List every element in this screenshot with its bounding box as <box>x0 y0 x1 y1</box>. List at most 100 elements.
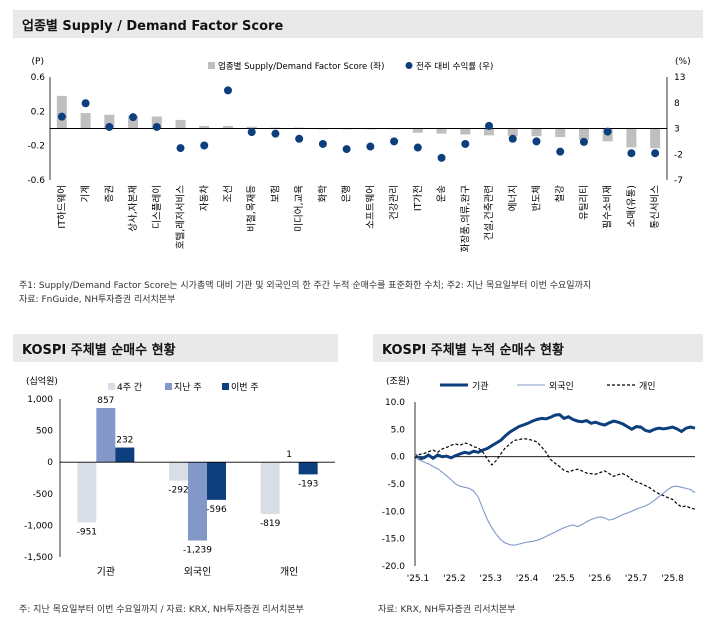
bar-value-label: 857 <box>97 396 114 406</box>
y-tick-label: 5.0 <box>391 425 406 435</box>
category-label: 자동차 <box>198 185 210 211</box>
category-label: 미디어,교육 <box>294 185 305 232</box>
right-tick-label: 8 <box>674 99 680 109</box>
bar-value-label: -951 <box>77 527 97 537</box>
series-line-개인 <box>414 437 696 510</box>
return-dot <box>508 134 517 143</box>
category-label: 호텔,레저서비스 <box>175 185 187 249</box>
category-label: 필수소비재 <box>602 185 614 229</box>
category-label: 은행 <box>341 185 353 202</box>
category-label: 화학 <box>318 185 329 203</box>
return-dot <box>176 144 185 153</box>
score-bar <box>222 125 233 129</box>
y-tick-label: -10.0 <box>382 507 406 517</box>
y-tick-label: 1,000 <box>27 395 53 405</box>
category-label: 통신서비스 <box>650 185 661 229</box>
x-tick-label: '25.3 <box>479 574 502 584</box>
return-dot <box>223 86 232 95</box>
score-bar <box>507 128 518 137</box>
y-tick-label: 10.0 <box>385 398 405 408</box>
score-bar <box>436 128 447 134</box>
return-dot <box>318 139 327 148</box>
x-tick-label: '25.2 <box>443 574 466 584</box>
category-label: 조선 <box>223 185 234 202</box>
category-label: 운송 <box>437 185 448 203</box>
category-label: 소프트웨어 <box>364 185 376 229</box>
legend-dot-label: 전주 대비 수익률 (우) <box>416 61 493 72</box>
legend-label: 기관 <box>472 381 489 392</box>
score-bar <box>56 95 67 129</box>
y-axis-unit: (조원) <box>386 376 410 387</box>
net-buy-title: KOSPI 주체별 순매수 현황 <box>13 334 338 362</box>
category-label: 건설,건축관련 <box>484 185 495 240</box>
return-dot <box>200 141 209 150</box>
category-label: 건강관리 <box>389 185 400 220</box>
legend-label: 4주 간 <box>117 382 142 393</box>
category-label: 비철,목재등 <box>247 185 258 232</box>
return-dot <box>461 139 470 148</box>
category-label: 기계 <box>80 185 92 202</box>
legend-label: 외국인 <box>549 380 574 392</box>
return-dot <box>295 134 304 143</box>
legend-dot-swatch <box>405 62 413 69</box>
score-bar <box>128 115 139 129</box>
series-line-기관 <box>414 413 696 461</box>
return-dot <box>627 149 636 158</box>
category-label: 철강 <box>555 185 566 203</box>
return-dot <box>556 147 565 156</box>
right-tick-label: -2 <box>674 150 683 160</box>
legend-swatch <box>165 383 172 390</box>
score-bar <box>412 128 423 133</box>
sector-score-footnote: 주1: Supply/Demand Factor Score는 시가총액 대비 … <box>19 281 592 291</box>
return-dot <box>247 128 256 137</box>
sector-score-chart: (P) (%) 0.6 0.2 -0.2 -0.6 13 8 3 -2 -7 IT하드웨어 기계 증권 상사… <box>27 57 691 252</box>
category-label: 유틸리티 <box>578 185 590 220</box>
left-axis-unit: (P) <box>32 57 44 67</box>
bar-value-label: -1,239 <box>183 546 212 556</box>
left-tick-label: -0.6 <box>27 176 45 186</box>
return-dot <box>579 137 588 146</box>
category-label: 에너지 <box>508 185 519 211</box>
category-label: 개인 <box>280 566 298 578</box>
score-bar <box>246 126 257 129</box>
return-dot <box>129 113 138 122</box>
score-bar <box>151 116 162 129</box>
category-label: 외국인 <box>184 566 212 578</box>
bar-value-label: 1 <box>286 450 292 460</box>
category-label: 기관 <box>97 566 115 578</box>
category-label: IT하드웨어 <box>56 185 68 229</box>
y-tick-label: -5.0 <box>387 480 405 490</box>
return-dot <box>390 137 399 146</box>
bar-value-label: 232 <box>116 436 133 446</box>
y-tick-label: -20.0 <box>382 562 406 572</box>
bar-value-label: -193 <box>298 479 318 489</box>
net-buy-bar <box>115 447 135 463</box>
return-dot <box>603 127 612 136</box>
category-label: 증권 <box>103 185 115 202</box>
right-tick-label: 13 <box>674 73 685 83</box>
cumulative-net-buy-source: 자료: KRX, NH투자증권 리서치본부 <box>378 605 516 615</box>
right-tick-label: 3 <box>674 125 680 135</box>
net-buy-bar <box>77 462 97 523</box>
return-dot <box>437 153 446 162</box>
series-line-외국인 <box>414 454 696 546</box>
legend-bar-label: 업종별 Supply/Demand Factor Score (좌) <box>218 61 384 72</box>
left-tick-label: -0.2 <box>27 142 45 152</box>
legend-swatch <box>222 383 229 390</box>
return-dot <box>105 122 114 131</box>
left-tick-label: 0.2 <box>31 107 45 117</box>
score-bar <box>626 128 637 148</box>
y-tick-label: 500 <box>36 427 53 437</box>
net-buy-bar <box>169 462 188 481</box>
return-dot <box>342 145 351 154</box>
score-bar <box>555 128 566 138</box>
bar-value-label: -819 <box>260 519 281 529</box>
y-tick-label: -15.0 <box>382 535 406 545</box>
y-tick-label: -1,500 <box>24 553 53 563</box>
legend-label: 지난 주 <box>174 382 202 393</box>
right-axis-unit: (%) <box>675 57 691 67</box>
y-tick-label: -500 <box>33 490 54 500</box>
score-bar <box>650 128 661 149</box>
category-label: 상사,자본재 <box>128 185 139 232</box>
x-tick-label: '25.6 <box>589 574 612 584</box>
